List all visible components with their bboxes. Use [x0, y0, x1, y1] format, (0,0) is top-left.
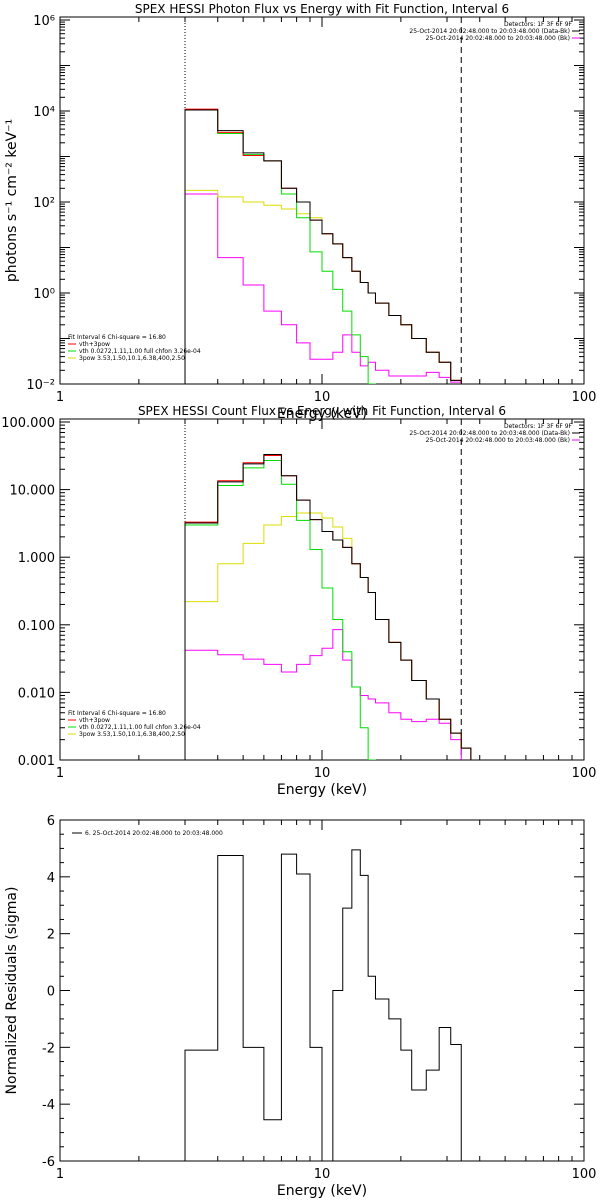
- series-residuals-line: [184, 849, 462, 1161]
- chart-title: SPEX HESSI Photon Flux vs Energy with Fi…: [135, 2, 509, 16]
- y-tick-label: 10⁶: [33, 14, 55, 29]
- x-tick-label: 1: [56, 390, 64, 405]
- legend-bottom-left: Fit Interval 6 Chi-square = 16.80vth+3po…: [68, 710, 201, 738]
- x-tick-label: 10: [314, 1167, 331, 1182]
- legend-entry: 25-Oct-2014 20:02:48.000 to 20:03:48.000…: [409, 430, 570, 437]
- chart-panel-1: SPEX HESSI Photon Flux vs Energy with Fi…: [4, 2, 596, 422]
- series-vth-3pow-line: [184, 108, 462, 384]
- legend-entry: vth+3pow: [79, 717, 110, 724]
- x-tick-label: 1: [56, 1167, 64, 1182]
- plot-area: [184, 17, 462, 384]
- x-axis-label: Energy (keV): [277, 1183, 367, 1199]
- legend-entry: 6. 25-Oct-2014 20:02:48.000 to 20:03:48.…: [85, 830, 223, 837]
- legend-entry: vth+3pow: [79, 341, 110, 348]
- y-axis-label: photons s⁻¹ cm⁻² keV⁻¹: [4, 119, 20, 282]
- x-tick-label: 100: [572, 1167, 597, 1182]
- chart-panel-3: 1 10 100 Energy (keV) -6 -4 -2 0 2 4 6 Normalized R…: [4, 814, 596, 1199]
- y-tick-label: 100.000: [1, 416, 55, 431]
- y-tick-label: -4: [42, 1098, 55, 1113]
- y-tick-label: 4: [47, 871, 55, 886]
- series-vth-line: [184, 459, 376, 760]
- plot-area: [184, 849, 462, 1161]
- legend-top-left: 6. 25-Oct-2014 20:02:48.000 to 20:03:48.…: [72, 830, 223, 837]
- series-data-bk-line: [184, 109, 462, 384]
- series-vth-line: [184, 108, 376, 384]
- y-tick-label: 10.000: [10, 484, 56, 499]
- legend-entry: 3pow 3.53,1.50,10.1,6.38,400,2.50: [79, 731, 185, 738]
- y-tick-label: 1.000: [18, 551, 55, 566]
- y-tick-label: 10²: [33, 196, 55, 211]
- x-tick-label: 10: [314, 766, 331, 781]
- y-tick-label: 0.010: [18, 686, 55, 701]
- legend-entry: vth 0.0272,1.11,1.00 full chfon 3.26e-04: [79, 724, 201, 731]
- series-bk-line: [184, 193, 462, 384]
- y-tick-label: 0.001: [18, 754, 55, 769]
- plot-frame: [59, 418, 585, 761]
- legend-fit-info: Fit Interval 6 Chi-square = 16.80: [68, 710, 166, 717]
- legend-entry: 25-Oct-2014 20:02:48.000 to 20:03:48.000…: [426, 35, 570, 42]
- y-tick-label: 10⁻²: [26, 378, 55, 393]
- plot-area: [184, 419, 481, 760]
- legend-entry: 25-Oct-2014 20:02:48.000 to 20:03:48.000…: [426, 437, 570, 444]
- y-tick-label: -2: [42, 1041, 55, 1056]
- x-tick-label: 100: [572, 390, 597, 405]
- chart-title: SPEX HESSI Count Flux vs Energy with Fit…: [138, 404, 506, 418]
- y-axis-label: Normalized Residuals (sigma): [4, 887, 20, 1095]
- x-tick-label: 1: [56, 766, 64, 781]
- y-tick-label: 10⁰: [33, 287, 55, 302]
- x-tick-label: 100: [572, 766, 597, 781]
- legend-fit-info: Fit Interval 6 Chi-square = 16.80: [68, 334, 166, 341]
- legend-bottom-left: Fit Interval 6 Chi-square = 16.80vth+3po…: [68, 334, 201, 362]
- x-tick-label: 10: [314, 390, 331, 405]
- y-tick-label: 0: [47, 985, 55, 1000]
- legend-entry: vth 0.0272,1.11,1.00 full chfon 3.26e-04: [79, 348, 201, 355]
- series-3pow-line: [184, 189, 462, 384]
- chart-panel-2: SPEX HESSI Count Flux vs Energy with Fit…: [1, 404, 596, 798]
- x-axis-label: Energy (keV): [277, 782, 367, 798]
- legend-entry: 3pow 3.53,1.50,10.1,6.38,400,2.50: [79, 355, 185, 362]
- y-tick-label: 10⁴: [33, 105, 55, 120]
- y-tick-label: -6: [42, 1155, 55, 1170]
- legend-detectors: Detectors: 1F 3F 6F 9F: [504, 21, 573, 28]
- series-bk-line: [184, 629, 462, 760]
- y-tick-label: 0.100: [18, 619, 55, 634]
- y-tick-label: 6: [47, 814, 55, 829]
- series-data-bk-line: [184, 454, 481, 760]
- legend-detectors: Detectors: 1F 3F 6F 9F: [504, 423, 573, 430]
- x-axis-label: Energy (keV): [277, 406, 367, 422]
- plot-frame: [59, 16, 585, 385]
- legend-entry: 25-Oct-2014 20:02:48.000 to 20:03:48.000…: [409, 28, 570, 35]
- y-tick-label: 2: [47, 928, 55, 943]
